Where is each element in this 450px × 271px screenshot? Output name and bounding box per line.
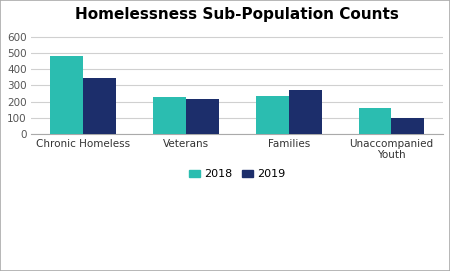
Bar	[83, 78, 116, 134]
Bar	[256, 96, 288, 134]
Bar	[50, 56, 83, 134]
Bar	[153, 97, 186, 134]
Bar	[359, 108, 392, 134]
Bar	[186, 99, 219, 134]
Bar	[392, 118, 424, 134]
Title: Homelessness Sub-Population Counts: Homelessness Sub-Population Counts	[75, 7, 399, 22]
Bar	[288, 89, 322, 134]
Legend: 2018, 2019: 2018, 2019	[184, 165, 290, 184]
